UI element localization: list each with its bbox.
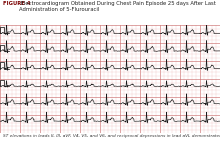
Text: FIGURE 4: FIGURE 4: [3, 1, 30, 6]
Text: ST elevations in leads II, III, aVF, V4, V5, and V6, and reciprocal depressions : ST elevations in leads II, III, aVF, V4,…: [3, 134, 220, 138]
Text: Electrocardiogram Obtained During Chest Pain Episode 25 days After Last Administ: Electrocardiogram Obtained During Chest …: [19, 1, 216, 12]
